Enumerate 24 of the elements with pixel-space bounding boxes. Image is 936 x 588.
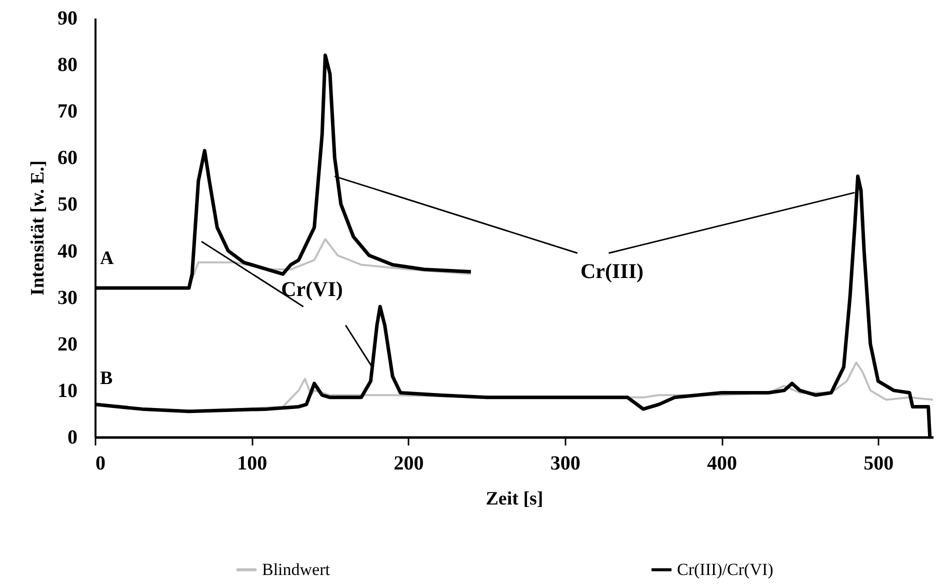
y-tick-label: 90 [58,8,78,30]
y-tick-label: 0 [68,426,78,448]
annotation: B [100,368,113,389]
y-tick-label: 70 [58,100,78,123]
x-axis-title: Zeit [s] [486,488,544,510]
x-tick-label: 0 [96,452,106,474]
y-tick-label: 80 [58,54,78,76]
x-tick-label: 300 [550,452,580,474]
y-tick-label: 40 [58,240,78,262]
legend-label: Cr(III)/Cr(VI) [677,560,774,579]
y-tick-label: 30 [58,286,78,309]
annotation: Cr(VI) [281,277,343,301]
annotation: Cr(III) [580,259,644,283]
x-tick-label: 100 [237,452,268,474]
y-tick-label: 20 [58,333,78,356]
y-tick-label: 50 [58,194,78,216]
x-tick-label: 200 [394,452,424,474]
x-tick-label: 500 [864,452,894,474]
legend-label: Blindwert [262,560,330,579]
y-tick-label: 60 [58,147,78,170]
y-tick-label: 10 [58,380,78,402]
y-axis-title: Intensität [w. E.] [28,160,48,296]
annotation: A [100,248,114,269]
x-tick-label: 400 [707,452,738,474]
